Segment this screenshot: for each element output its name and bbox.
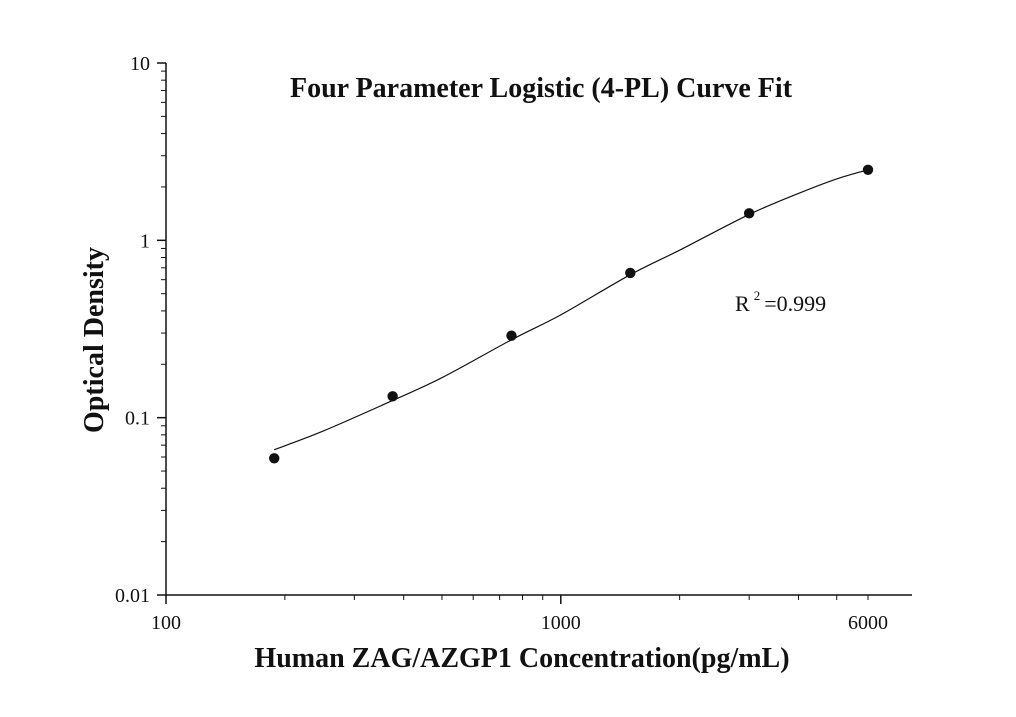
r-squared-annotation: R 2 =0.999: [735, 287, 826, 316]
x-tick-label: 100: [151, 612, 181, 634]
data-point: [862, 164, 874, 175]
x-tick-label: 6000: [848, 612, 888, 634]
data-point: [625, 267, 636, 279]
x-tick-label: 1000: [541, 612, 581, 634]
fit-curve-line: [273, 169, 869, 451]
data-point: [387, 391, 398, 402]
x-axis-title: Human ZAG/AZGP1 Concentration(pg/mL): [254, 643, 789, 674]
data-points: [269, 164, 874, 464]
data-point: [506, 330, 517, 341]
y-tick-label: 0.01: [115, 585, 150, 607]
y-tick-label: 1: [140, 230, 150, 252]
y-tick-label: 10: [130, 53, 150, 75]
chart-title: Four Parameter Logistic (4-PL) Curve Fit: [290, 73, 793, 104]
r-squared-superscript: 2: [754, 288, 761, 303]
r-squared-prefix: R: [735, 291, 750, 316]
y-tick-label: 0.1: [125, 408, 150, 430]
axis-tick-labels: 0.01 0.1 1 10 100 1000 6000: [115, 53, 888, 634]
data-point: [743, 208, 755, 219]
plot-axes: [165, 63, 912, 596]
r-squared-value: =0.999: [764, 291, 826, 316]
axis-ticks: [157, 62, 869, 604]
data-point: [269, 453, 280, 464]
y-axis-title: Optical Density: [79, 247, 110, 433]
